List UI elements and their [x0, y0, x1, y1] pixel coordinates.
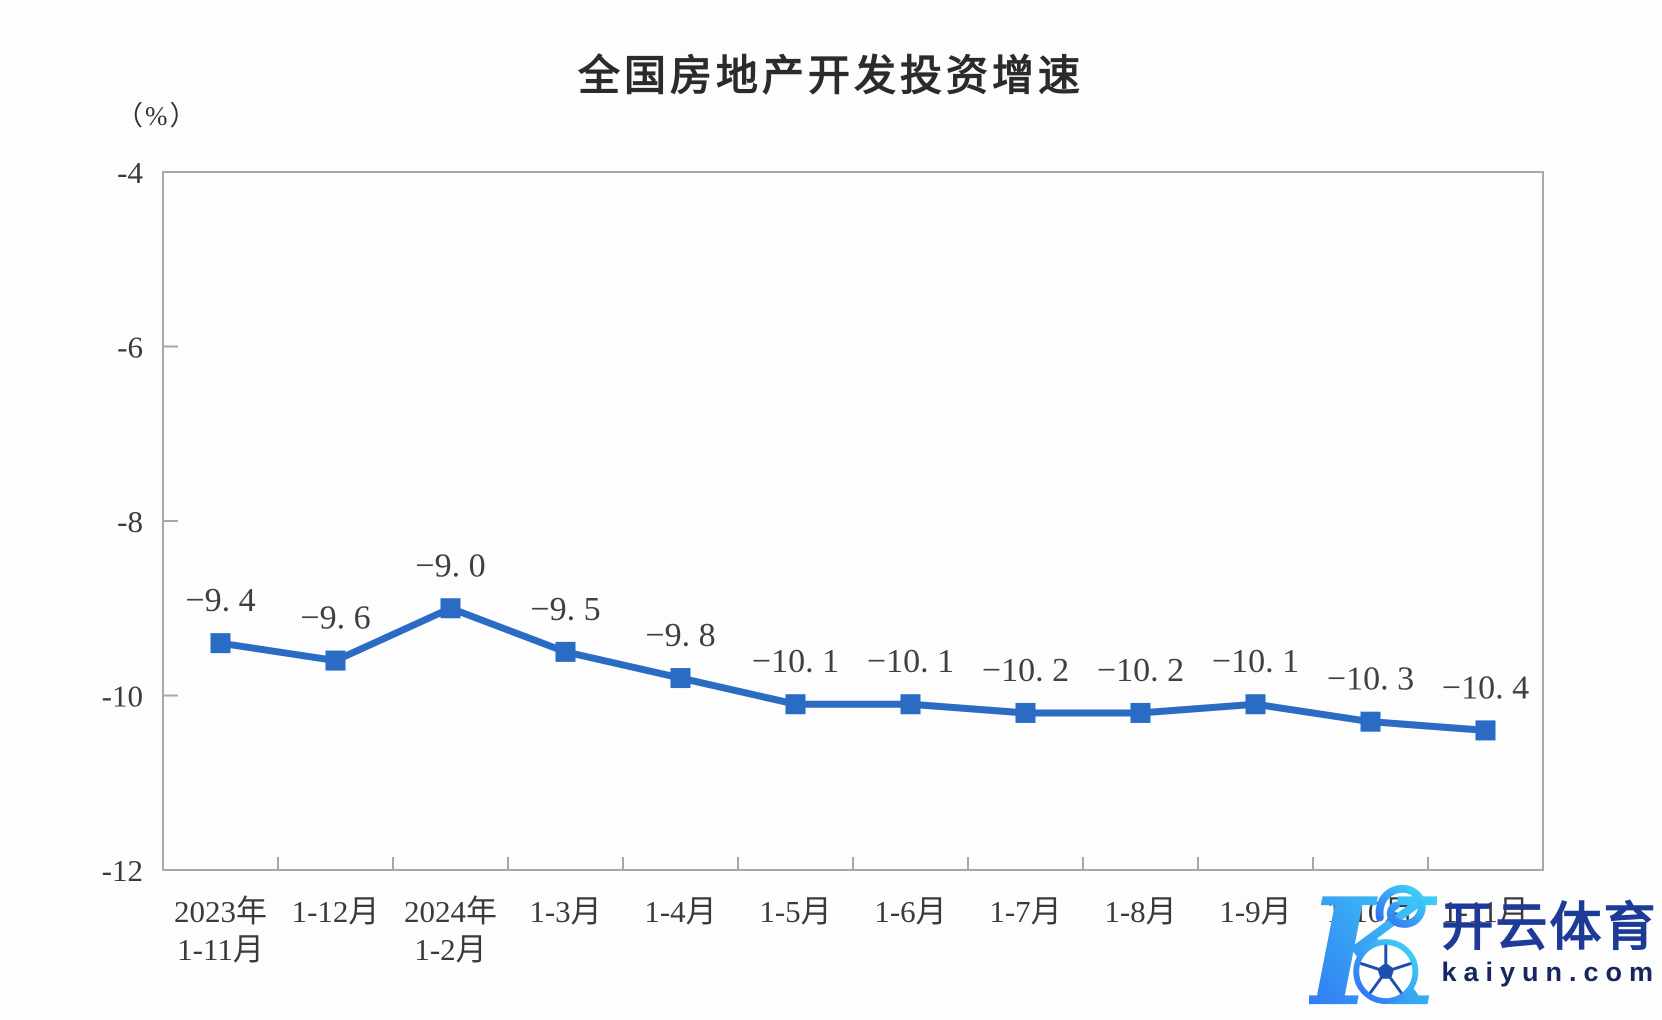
- x-axis-label: 2023年 1-11月: [174, 894, 267, 967]
- x-axis-label: 2024年 1-2月: [404, 894, 497, 967]
- watermark-domain: kaiyun.com: [1441, 957, 1660, 987]
- y-axis-tick-label: -8: [117, 504, 143, 539]
- y-axis-tick-label: -4: [117, 155, 143, 190]
- data-point-marker: [325, 650, 346, 671]
- chart-title: 全国房地产开发投资增速: [577, 52, 1084, 99]
- data-point-marker: [1360, 711, 1381, 732]
- data-point-label: −10. 1: [867, 643, 954, 680]
- soccer-ball-icon: [1353, 939, 1419, 1005]
- data-line: [219, 604, 1486, 734]
- data-point-label: −9. 6: [300, 600, 370, 637]
- data-point-marker: [785, 694, 806, 715]
- x-axis-label: 1-12月: [292, 894, 380, 929]
- data-point-label: −10. 2: [1097, 652, 1184, 689]
- data-point-label: −9. 4: [185, 582, 255, 619]
- x-axis-label: 1-7月: [989, 894, 1061, 929]
- x-axis-label: 1-4月: [644, 894, 716, 929]
- data-point-label: −10. 1: [752, 643, 839, 680]
- kaiyun-logo-icon: K: [1309, 876, 1437, 1014]
- x-axis-label: 1-6月: [874, 894, 946, 929]
- x-axis-label: 1-8月: [1104, 894, 1176, 929]
- data-point-marker: [1475, 720, 1496, 741]
- watermark-brand-name: 开云体育: [1441, 899, 1658, 957]
- data-point-marker: [210, 633, 231, 654]
- logo-swirl: [1376, 885, 1427, 928]
- x-axis-label: 1-5月: [759, 894, 831, 929]
- kaiyun-watermark: K 开云体育 kaiyun.com: [1309, 876, 1660, 1014]
- data-point-marker: [1130, 702, 1151, 723]
- data-point-label: −9. 5: [530, 591, 600, 628]
- data-point-label: −10. 3: [1327, 661, 1414, 698]
- data-point-label: −10. 4: [1442, 669, 1529, 706]
- x-axis-label: 1-3月: [529, 894, 601, 929]
- x-axis-label: 1-9月: [1219, 894, 1291, 929]
- data-point-marker: [555, 641, 576, 662]
- y-axis-unit-label: （%）: [116, 101, 199, 131]
- x-axis-label: 1-11月: [1442, 894, 1529, 929]
- data-point-label: −10. 2: [982, 652, 1069, 689]
- data-point-marker: [440, 598, 461, 619]
- data-point-marker: [1015, 702, 1036, 723]
- data-point-marker: [1245, 694, 1266, 715]
- data-point-marker: [670, 668, 691, 689]
- data-point-marker: [900, 694, 921, 715]
- y-axis-tick-label: -10: [102, 679, 143, 714]
- data-point-label: −10. 1: [1212, 643, 1299, 680]
- data-point-label: −9. 8: [645, 617, 715, 654]
- data-point-label: −9. 0: [415, 547, 485, 584]
- y-axis-tick-label: -12: [102, 853, 143, 888]
- plot-frame: [162, 171, 1544, 871]
- y-axis-tick-label: -6: [117, 330, 143, 365]
